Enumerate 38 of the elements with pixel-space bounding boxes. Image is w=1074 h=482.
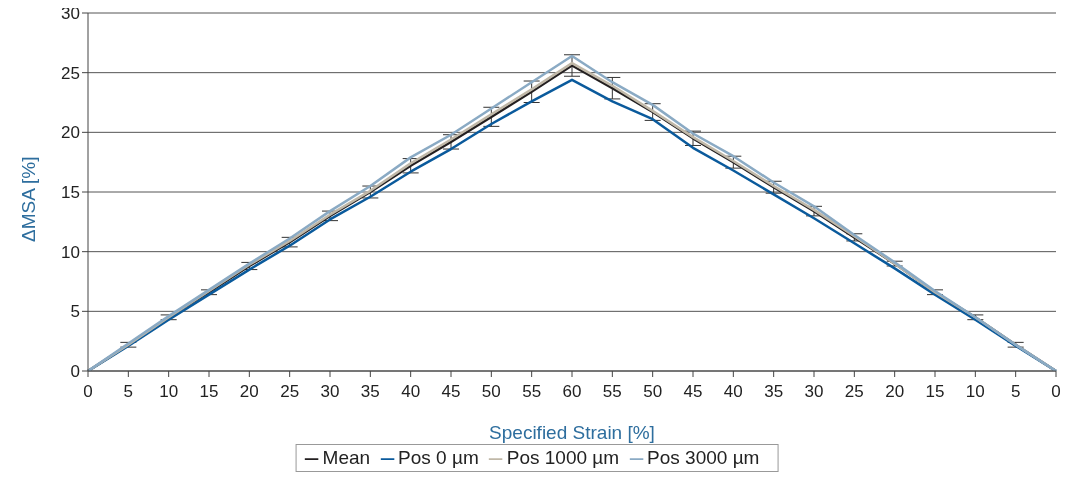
x-tick-label: 35 xyxy=(764,382,784,402)
x-tick-label: 55 xyxy=(522,382,542,402)
y-tick-label: 5 xyxy=(70,302,80,322)
x-tick-label: 20 xyxy=(239,382,259,402)
x-tick-label: 5 xyxy=(1010,382,1021,402)
x-tick-label: 30 xyxy=(804,382,824,402)
x-tick-label: 60 xyxy=(562,382,582,402)
x-tick-label: 15 xyxy=(199,382,219,402)
x-tick-label: 40 xyxy=(401,382,421,402)
x-axis-title: Specified Strain [%] xyxy=(489,422,655,443)
legend-label: Pos 0 µm xyxy=(398,447,479,468)
x-tick-label: 0 xyxy=(1051,382,1061,402)
x-tick-label: 15 xyxy=(925,382,945,402)
x-tick-label: 10 xyxy=(965,382,985,402)
y-tick-label: 20 xyxy=(61,123,80,143)
y-tick-label: 15 xyxy=(61,183,80,203)
x-tick-label: 35 xyxy=(360,382,380,402)
y-tick-label: 10 xyxy=(61,242,80,262)
y-tick-label: 0 xyxy=(70,362,80,382)
x-tick-label: 40 xyxy=(723,382,743,402)
x-tick-label: 25 xyxy=(280,382,300,402)
legend-label: Pos 1000 µm xyxy=(506,447,620,468)
x-tick-label: 50 xyxy=(481,382,501,402)
legend-label: Pos 3000 µm xyxy=(647,447,760,468)
x-tick-label: 0 xyxy=(83,382,93,402)
legend-label: Mean xyxy=(322,447,371,468)
x-tick-label: 55 xyxy=(602,382,622,402)
x-tick-label: 10 xyxy=(159,382,179,402)
x-tick-label: 30 xyxy=(320,382,340,402)
y-axis-title: ΔMSA [%] xyxy=(17,156,39,242)
x-tick-label: 5 xyxy=(123,382,134,402)
x-tick-label: 50 xyxy=(643,382,663,402)
y-tick-label: 25 xyxy=(61,63,80,83)
x-tick-label: 45 xyxy=(683,382,703,402)
y-tick-label: 30 xyxy=(61,4,80,24)
x-tick-label: 20 xyxy=(885,382,905,402)
x-tick-label: 25 xyxy=(844,382,864,402)
x-tick-label: 45 xyxy=(441,382,461,402)
